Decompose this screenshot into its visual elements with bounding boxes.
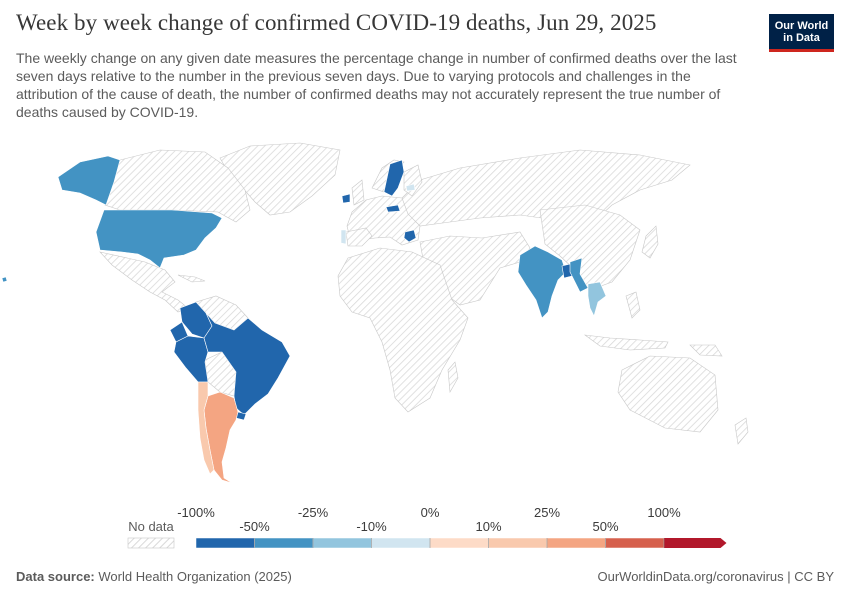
spain-region[interactable] <box>345 227 373 247</box>
alaska-region[interactable] <box>57 155 121 206</box>
cuba-region[interactable] <box>177 274 206 283</box>
usa-region[interactable] <box>95 209 223 269</box>
uk-region[interactable] <box>351 179 365 206</box>
world-map[interactable] <box>0 125 850 500</box>
india-region[interactable] <box>517 245 567 319</box>
mexico-region[interactable] <box>99 251 189 313</box>
russia-region[interactable] <box>401 149 691 227</box>
owid-logo[interactable]: Our World in Data <box>769 14 834 52</box>
canada-region[interactable] <box>104 149 251 223</box>
australia-region[interactable] <box>617 355 719 433</box>
legend-bin-1 <box>254 537 314 549</box>
chile-region[interactable] <box>197 381 215 475</box>
japan-region[interactable] <box>641 225 659 259</box>
legend-tick-label: 100% <box>647 505 681 520</box>
greece-region[interactable] <box>403 229 417 243</box>
source-line: Data source: World Health Organization (… <box>16 569 292 584</box>
legend-no-data-swatch <box>127 537 175 549</box>
peru-region[interactable] <box>173 335 209 383</box>
source-value[interactable]: World Health Organization (2025) <box>98 569 292 584</box>
legend-tick-label: -100% <box>177 505 215 520</box>
latvia-region[interactable] <box>405 183 416 192</box>
indonesia-region[interactable] <box>583 334 669 351</box>
legend-tick-label: 10% <box>475 519 501 534</box>
legend-tick-label: 25% <box>534 505 560 520</box>
source-label: Data source: <box>16 569 95 584</box>
url-license[interactable]: OurWorldinData.org/coronavirus | CC BY <box>597 569 834 584</box>
brazil-region[interactable] <box>203 312 291 416</box>
madagascar-region[interactable] <box>447 361 459 393</box>
legend-bin-4 <box>429 537 489 549</box>
ireland-region[interactable] <box>341 193 351 204</box>
legend-bin-8 <box>664 538 727 548</box>
portugal-region[interactable] <box>340 229 347 245</box>
thailand-region[interactable] <box>587 281 607 317</box>
sweden-region[interactable] <box>383 159 405 197</box>
map-legend: No data -100% -50% -25% -10% 0% 10% 25% 50% 100% <box>127 505 727 549</box>
hawaii-region[interactable] <box>1 276 8 283</box>
papua-region[interactable] <box>689 344 723 357</box>
legend-bin-3 <box>371 537 431 549</box>
china-region[interactable] <box>539 204 641 291</box>
new-zealand-region[interactable] <box>734 417 749 445</box>
legend-bin-2 <box>312 537 372 549</box>
legend-bin-6 <box>546 537 606 549</box>
legend-tick-label: -25% <box>298 505 329 520</box>
legend-no-data-label: No data <box>128 519 174 534</box>
legend-tick-label: 50% <box>592 519 618 534</box>
chart-title: Week by week change of confirmed COVID-1… <box>16 10 657 35</box>
austria-region[interactable] <box>385 204 401 213</box>
philippines-region[interactable] <box>625 291 641 319</box>
legend-bin-0 <box>195 537 255 549</box>
legend-bin-7 <box>605 537 665 549</box>
myanmar-region[interactable] <box>569 257 589 293</box>
legend-bin-5 <box>488 537 548 549</box>
africa-region[interactable] <box>337 247 469 413</box>
legend-tick-label: -10% <box>356 519 387 534</box>
chart-footer: Data source: World Health Organization (… <box>16 569 834 584</box>
legend-tick-label: -50% <box>239 519 270 534</box>
legend-tick-label: 0% <box>421 505 440 520</box>
chart-subtitle: The weekly change on any given date meas… <box>16 50 737 120</box>
